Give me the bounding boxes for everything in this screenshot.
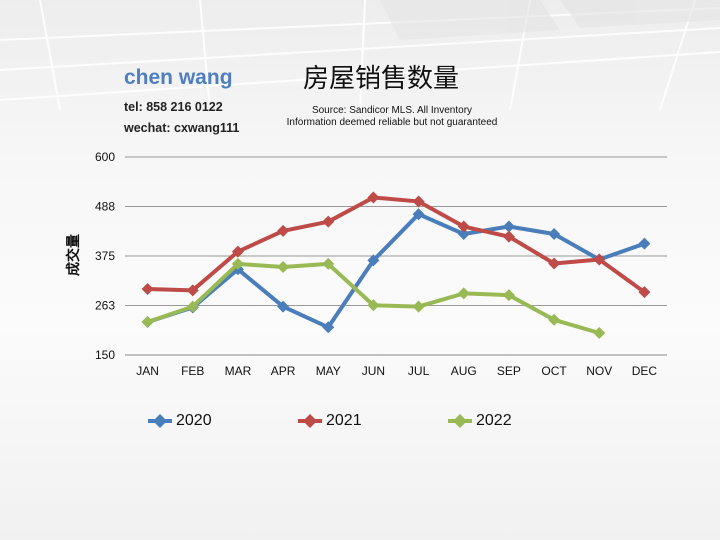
- legend-label-2022: 2022: [476, 412, 512, 429]
- data-point-2022: [322, 257, 335, 270]
- x-tick-label: MAY: [316, 364, 341, 378]
- agent-name: chen wang: [124, 66, 233, 89]
- data-point-2020: [367, 254, 380, 267]
- series-line-2021: [147, 195, 646, 294]
- data-point-2021: [548, 257, 561, 270]
- agent-tel: tel: 858 216 0122: [124, 100, 223, 114]
- data-point-2021: [502, 230, 515, 243]
- x-tick-label: AUG: [451, 364, 477, 378]
- source-note: Source: Sandicor MLS. All Inventory Info…: [262, 105, 522, 129]
- data-point-2020: [502, 220, 515, 233]
- data-point-2020: [548, 228, 561, 240]
- data-point-2021: [638, 286, 651, 299]
- legend-label-2021: 2021: [326, 412, 362, 429]
- legend-label-2020: 2020: [176, 412, 212, 429]
- source-line-2: Information deemed reliable but not guar…: [286, 117, 498, 128]
- x-tick-label: NOV: [586, 364, 612, 378]
- data-point-2021: [412, 195, 425, 208]
- source-line-1: Source: Sandicor MLS. All Inventory: [311, 105, 473, 116]
- line-chart: 600 488 375 263 150 JAN FEB MAR APR MAY JUN JUL AUG…: [65, 150, 667, 378]
- data-point-2022: [457, 287, 470, 300]
- data-point-2020: [322, 321, 335, 334]
- data-point-2022: [412, 300, 425, 313]
- data-point-2021: [322, 215, 335, 228]
- y-tick-label: 488: [95, 200, 115, 214]
- x-tick-label: JUN: [362, 364, 385, 378]
- x-tick-label: JAN: [136, 364, 159, 378]
- y-tick-labels: 600 488 375 263 150: [95, 150, 115, 362]
- legend-marker-2020: [148, 414, 172, 428]
- data-point-2020: [457, 228, 470, 240]
- grid-lines: [125, 156, 667, 356]
- data-point-2022: [277, 261, 290, 273]
- x-tick-label: JUL: [408, 364, 430, 378]
- y-tick-label: 600: [95, 150, 115, 164]
- x-tick-label: FEB: [181, 364, 204, 378]
- data-point-2022: [593, 327, 606, 339]
- data-point-2021: [186, 284, 199, 297]
- y-tick-label: 150: [95, 348, 115, 362]
- x-tick-label: SEP: [497, 364, 521, 378]
- data-point-2021: [367, 191, 380, 204]
- series-group: [141, 191, 651, 339]
- series-2022: [141, 257, 606, 339]
- x-tick-label: DEC: [632, 364, 658, 378]
- data-point-2022: [548, 313, 561, 326]
- x-tick-label: OCT: [541, 364, 567, 378]
- data-point-2021: [277, 224, 290, 237]
- data-point-2020: [412, 208, 425, 221]
- series-line-2020: [146, 212, 646, 330]
- chart-title: 房屋销售数量: [303, 64, 460, 94]
- series-line-2022: [146, 261, 600, 335]
- y-axis-label: 成交量: [65, 234, 82, 276]
- data-point-2020: [638, 237, 651, 250]
- data-point-2021: [593, 253, 606, 266]
- legend-marker-2021: [298, 414, 322, 428]
- x-tick-label: MAR: [225, 364, 252, 378]
- data-point-2021: [231, 245, 244, 258]
- y-tick-label: 375: [95, 249, 115, 263]
- data-point-2020: [277, 300, 290, 313]
- data-point-2021: [457, 220, 470, 233]
- data-point-2022: [186, 300, 199, 313]
- ceiling-decoration: [0, 0, 720, 110]
- x-tick-label: APR: [271, 364, 296, 378]
- agent-wechat: wechat: cxwang111: [124, 121, 240, 135]
- y-tick-label: 263: [95, 299, 115, 313]
- x-tick-labels: JAN FEB MAR APR MAY JUN JUL AUG SEP OCT NOV DEC: [136, 364, 657, 378]
- data-point-2022: [231, 257, 244, 270]
- data-point-2022: [141, 316, 154, 328]
- series-2021: [141, 191, 651, 299]
- data-point-2022: [367, 299, 380, 312]
- data-point-2021: [141, 283, 154, 295]
- data-point-2022: [502, 289, 515, 302]
- legend-marker-2022: [448, 414, 472, 428]
